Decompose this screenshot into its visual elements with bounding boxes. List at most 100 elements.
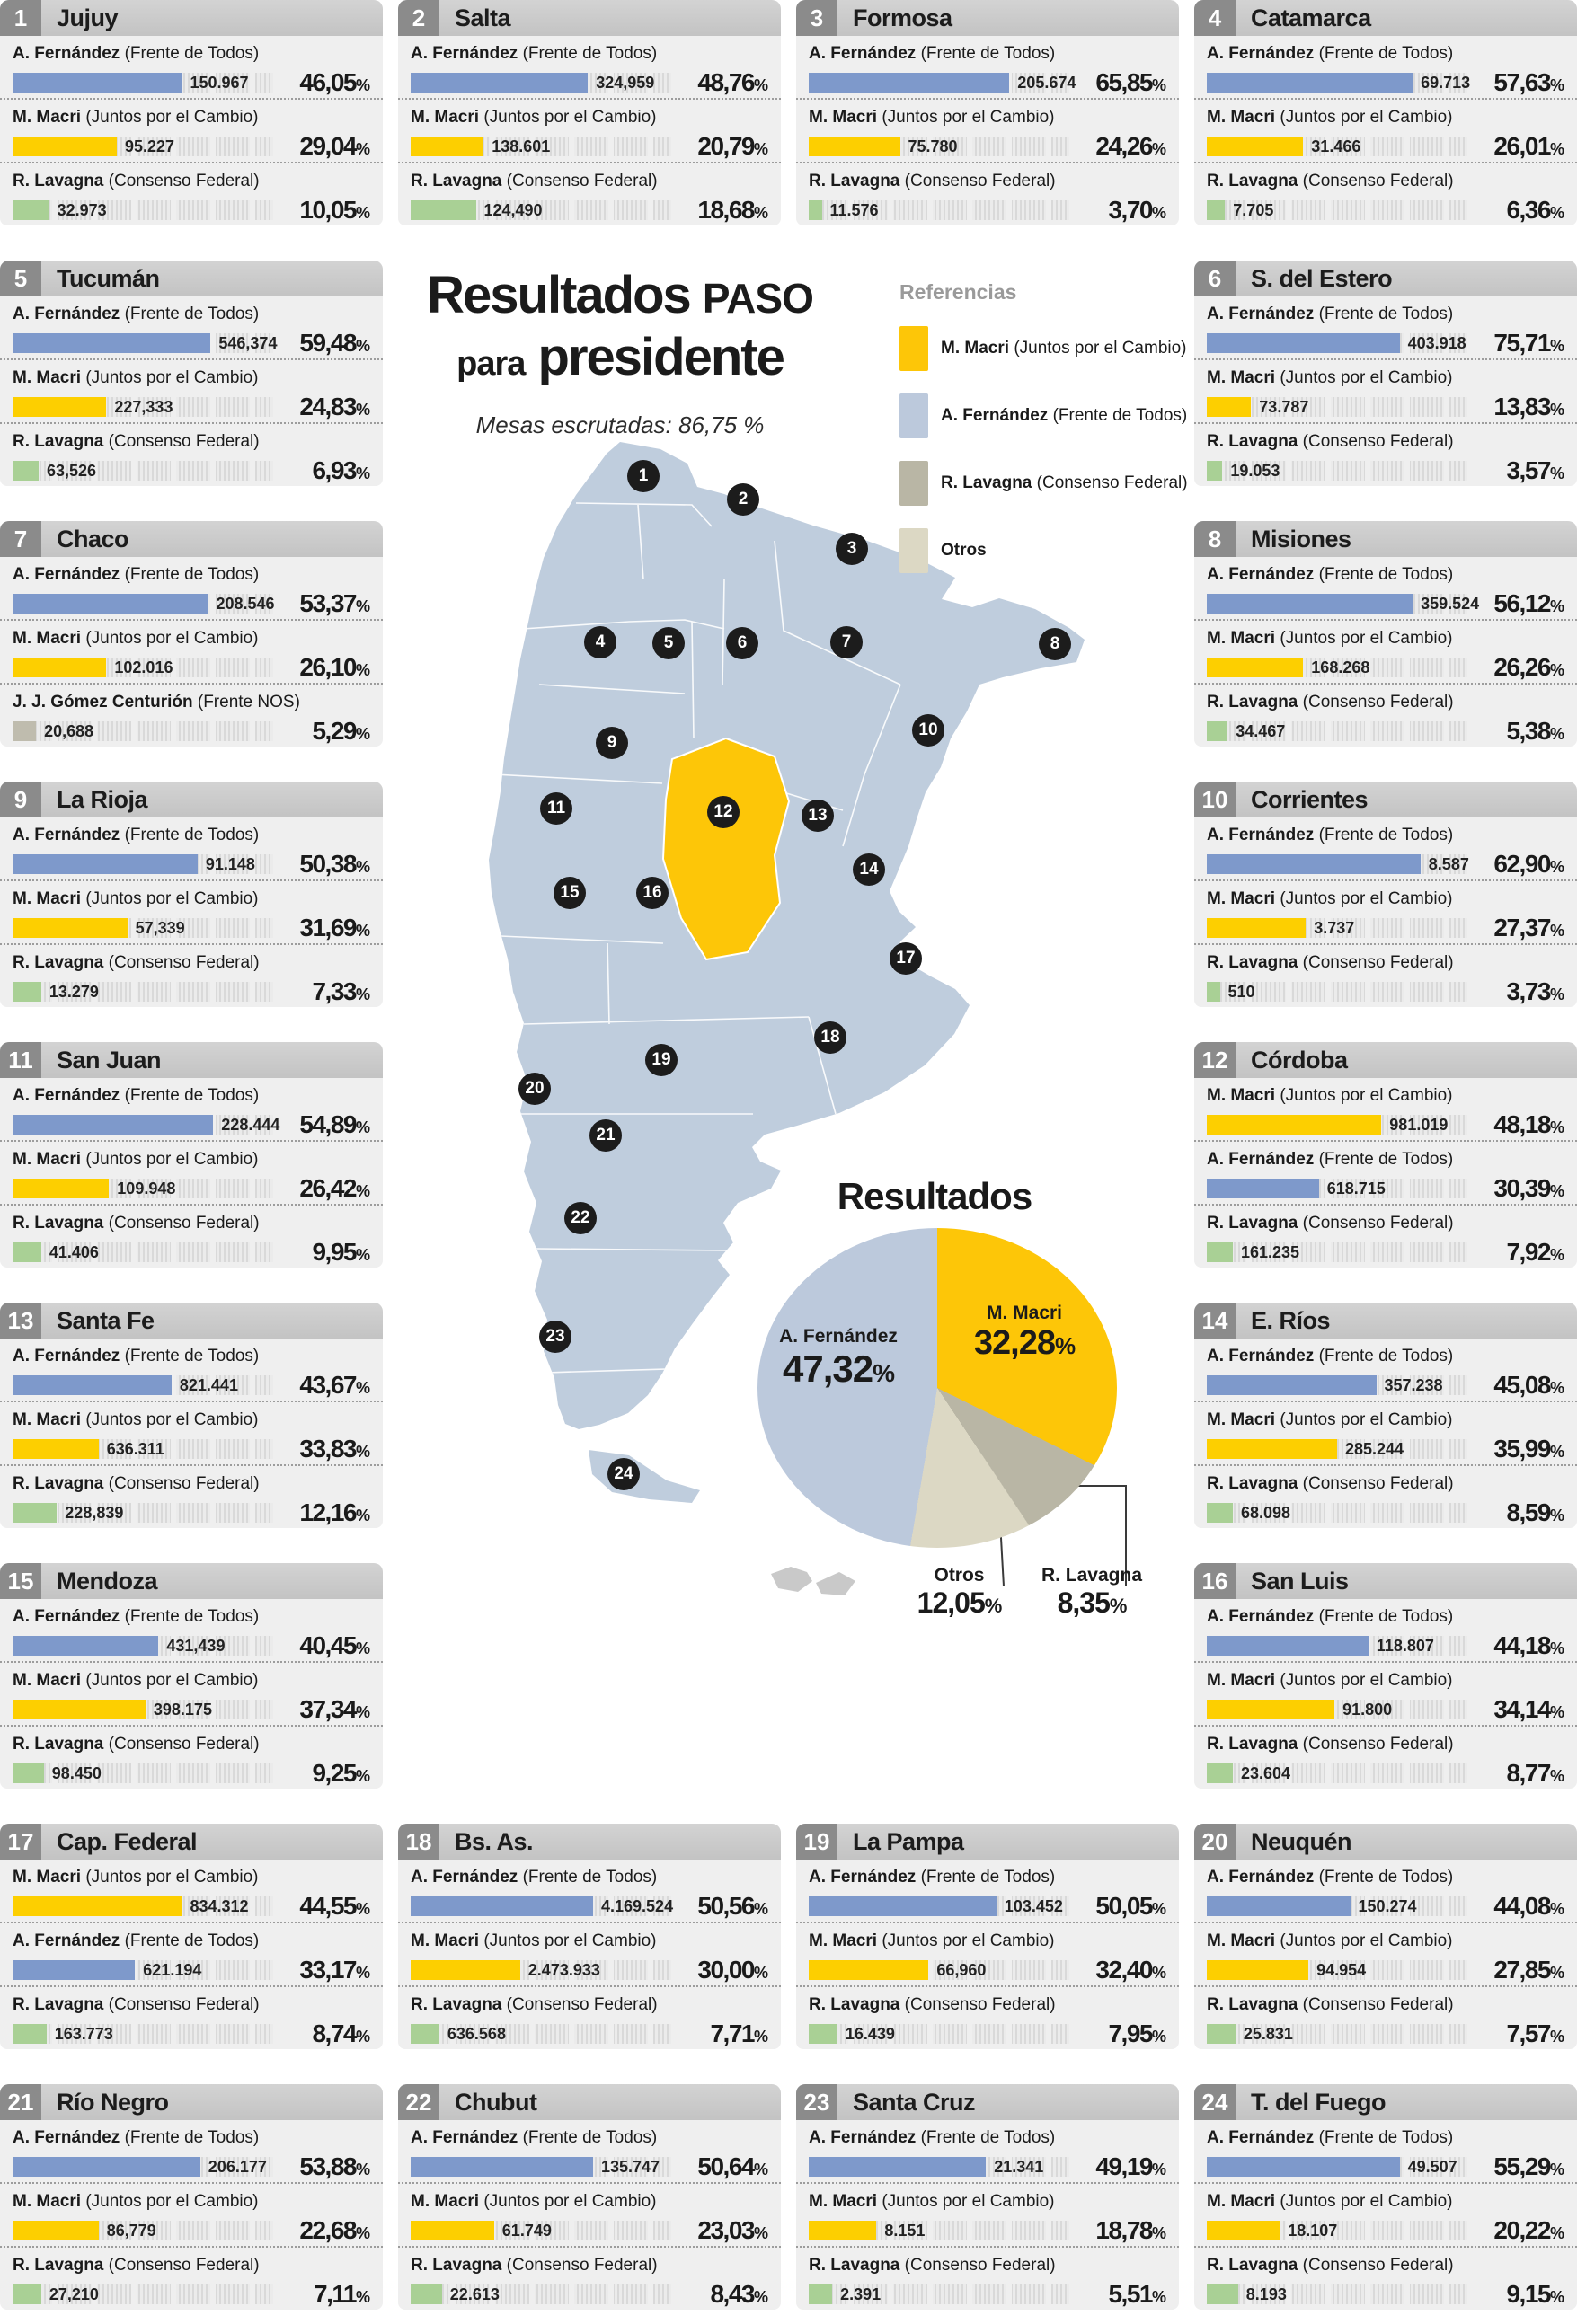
vote-bar-row: 168.268 26,26% (1207, 653, 1564, 682)
percent-sign: % (355, 464, 370, 482)
vote-bar-fill (1207, 1763, 1233, 1783)
vote-bar-fill (13, 1896, 182, 1916)
province-panel-la-pampa: 19 La Pampa A. Fernández (Frente de Todo… (796, 1824, 1179, 2049)
vote-bar-fill (13, 397, 107, 417)
vote-percentage-number: 33,17 (299, 1956, 357, 1984)
province-number-badge: 9 (0, 782, 41, 817)
province-panel-jujuy: 1 Jujuy A. Fernández (Frente de Todos) 1… (0, 0, 383, 225)
vote-count: 206.177 (208, 2158, 267, 2176)
candidate-name: M. Macri (1207, 889, 1276, 908)
vote-bar-row: 403.918 75,71% (1207, 329, 1564, 358)
province-marker-14: 14 (853, 853, 885, 886)
vote-bar-row: 11.576 3,70% (809, 196, 1166, 225)
province-number-badge: 19 (796, 1824, 837, 1860)
vote-bar-track: 285.244 (1207, 1439, 1467, 1459)
vote-percentage-number: 30,00 (697, 1956, 755, 1984)
candidate-row: A. Fernández (Frente de Todos) 205.674 6… (796, 36, 1179, 98)
vote-bar-fill (809, 73, 1010, 93)
province-number-badge: 2 (398, 0, 439, 36)
candidate-name: A. Fernández (809, 44, 917, 63)
province-marker-number: 24 (614, 1464, 633, 1483)
candidate-name: M. Macri (13, 1410, 82, 1429)
vote-percentage-number: 8,74 (312, 2019, 357, 2047)
vote-percentage: 50,56% (678, 1892, 768, 1921)
province-number-badge: 8 (1194, 521, 1236, 557)
vote-percentage-number: 23,03 (697, 2216, 755, 2244)
province-number-badge: 20 (1194, 1824, 1236, 1860)
candidate-name: R. Lavagna (411, 172, 502, 190)
vote-bar-track: 109.948 (13, 1179, 273, 1198)
province-panel-header: 24 T. del Fuego (1194, 2084, 1577, 2120)
vote-percentage-number: 5,51 (1108, 2280, 1153, 2308)
candidate-line: R. Lavagna (Consenso Federal) (13, 1213, 370, 1234)
vote-percentage: 30,00% (678, 1956, 768, 1984)
vote-percentage: 18,78% (1076, 2216, 1166, 2245)
candidate-line: R. Lavagna (Consenso Federal) (13, 1734, 370, 1755)
vote-percentage-number: 37,34 (299, 1695, 357, 1723)
vote-percentage: 24,83% (280, 393, 370, 421)
vote-bar-track: 16.439 (809, 2024, 1069, 2044)
province-name: Cap. Federal (57, 1827, 198, 1855)
candidate-line: M. Macri (Juntos por el Cambio) (13, 628, 370, 649)
vote-count: 13.279 (49, 983, 99, 1001)
province-name: San Juan (57, 1046, 162, 1074)
province-panel-s-del-estero: 6 S. del Estero A. Fernández (Frente de … (1194, 261, 1577, 486)
vote-bar-fill (1207, 333, 1400, 353)
vote-bar-track: 22.613 (411, 2284, 671, 2304)
vote-percentage-number: 29,04 (299, 132, 357, 160)
vote-percentage: 44,18% (1475, 1631, 1564, 1660)
vote-bar-fill (1207, 1375, 1377, 1395)
candidate-row: R. Lavagna (Consenso Federal) 8.193 9,15… (1194, 2246, 1577, 2310)
vote-percentage-number: 20,79 (697, 132, 755, 160)
province-panel-header: 8 Misiones (1194, 521, 1577, 557)
vote-percentage: 50,38% (280, 850, 370, 879)
vote-bar-fill (809, 2221, 877, 2240)
percent-sign: % (1549, 2161, 1564, 2178)
province-panel-bs-as-: 18 Bs. As. A. Fernández (Frente de Todos… (398, 1824, 781, 2049)
vote-bar-track: 21.341 (809, 2157, 1069, 2177)
vote-count: 138.601 (492, 137, 551, 155)
vote-bar-fill (1207, 2221, 1280, 2240)
vote-count: 8.587 (1428, 855, 1469, 873)
province-panel-header: 5 Tucumán (0, 261, 383, 296)
percent-sign: % (355, 2161, 370, 2178)
candidate-name: A. Fernández (13, 305, 120, 323)
candidate-row: M. Macri (Juntos por el Cambio) 18.107 2… (1194, 2182, 1577, 2246)
candidate-rows: A. Fernández (Frente de Todos) 206.177 5… (0, 2120, 383, 2310)
vote-count: 23.604 (1241, 1764, 1291, 1782)
candidate-row: M. Macri (Juntos por el Cambio) 94.954 2… (1194, 1922, 1577, 1985)
vote-bar-row: 7.705 6,36% (1207, 196, 1564, 225)
vote-percentage-number: 3,73 (1506, 977, 1551, 1005)
candidate-row: A. Fernández (Frente de Todos) 208.546 5… (0, 557, 383, 619)
vote-bar-fill (13, 137, 117, 156)
vote-bar-track: 621.194 (13, 1960, 273, 1980)
vote-count: 34.467 (1236, 722, 1286, 740)
legend-candidate-name: A. Fernández (941, 406, 1049, 425)
vote-count: 135.747 (601, 2158, 660, 2176)
candidate-line: R. Lavagna (Consenso Federal) (13, 171, 370, 192)
candidate-line: A. Fernández (Frente de Todos) (13, 1346, 370, 1367)
vote-count: 161.235 (1241, 1243, 1300, 1261)
vote-bar-row: 32.973 10,05% (13, 196, 370, 225)
vote-percentage: 5,29% (280, 717, 370, 746)
candidate-row: A. Fernández (Frente de Todos) 103.452 5… (796, 1860, 1179, 1922)
vote-bar-track: 57,339 (13, 918, 273, 938)
vote-percentage-number: 48,76 (697, 68, 755, 96)
candidate-party: (Juntos por el Cambio) (882, 108, 1055, 127)
vote-percentage: 8,74% (280, 2019, 370, 2048)
vote-count: 21.341 (994, 2158, 1044, 2176)
vote-bar-fill (1207, 918, 1307, 938)
candidate-name: R. Lavagna (13, 1214, 104, 1233)
pie-label-lavagna-name: R. Lavagna (1041, 1565, 1143, 1586)
vote-percentage-number: 27,85 (1493, 1956, 1551, 1984)
legend-item: M. Macri (Juntos por el Cambio) (899, 326, 1188, 371)
vote-count: 95.227 (125, 137, 175, 155)
vote-bar-row: 61.749 23,03% (411, 2216, 768, 2245)
vote-count: 510 (1227, 983, 1255, 1001)
province-name: San Luis (1251, 1567, 1349, 1595)
candidate-line: A. Fernández (Frente de Todos) (13, 825, 370, 846)
province-panel-tucum-n: 5 Tucumán A. Fernández (Frente de Todos)… (0, 261, 383, 486)
vote-percentage: 7,33% (280, 977, 370, 1006)
vote-bar-row: 94.954 27,85% (1207, 1956, 1564, 1984)
candidate-line: R. Lavagna (Consenso Federal) (1207, 1213, 1564, 1234)
